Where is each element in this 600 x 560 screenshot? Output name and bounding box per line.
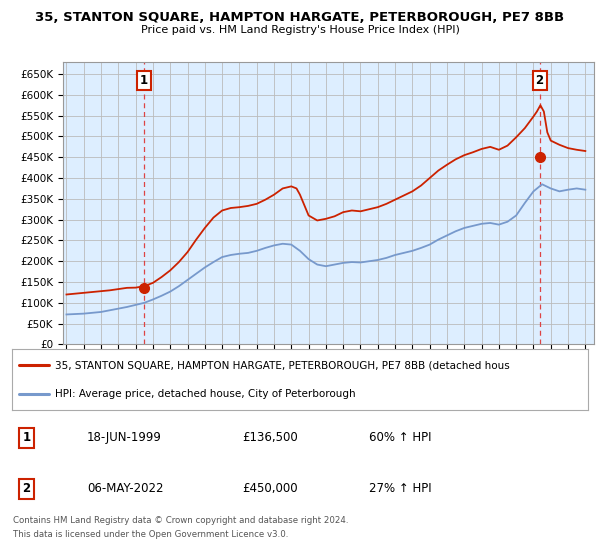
Text: 1: 1 <box>22 431 31 445</box>
Text: 2: 2 <box>22 482 31 496</box>
Text: HPI: Average price, detached house, City of Peterborough: HPI: Average price, detached house, City… <box>55 389 356 399</box>
Text: 06-MAY-2022: 06-MAY-2022 <box>87 482 163 496</box>
Text: 1: 1 <box>140 74 148 87</box>
Text: 60% ↑ HPI: 60% ↑ HPI <box>369 431 431 445</box>
Text: Contains HM Land Registry data © Crown copyright and database right 2024.: Contains HM Land Registry data © Crown c… <box>13 516 349 525</box>
Text: 2: 2 <box>535 74 544 87</box>
Text: £450,000: £450,000 <box>242 482 298 496</box>
Text: 35, STANTON SQUARE, HAMPTON HARGATE, PETERBOROUGH, PE7 8BB: 35, STANTON SQUARE, HAMPTON HARGATE, PET… <box>35 11 565 24</box>
Text: 18-JUN-1999: 18-JUN-1999 <box>87 431 162 445</box>
Text: This data is licensed under the Open Government Licence v3.0.: This data is licensed under the Open Gov… <box>13 530 289 539</box>
Text: 35, STANTON SQUARE, HAMPTON HARGATE, PETERBOROUGH, PE7 8BB (detached hous: 35, STANTON SQUARE, HAMPTON HARGATE, PET… <box>55 360 510 370</box>
Text: 27% ↑ HPI: 27% ↑ HPI <box>369 482 432 496</box>
Text: £136,500: £136,500 <box>242 431 298 445</box>
Text: Price paid vs. HM Land Registry's House Price Index (HPI): Price paid vs. HM Land Registry's House … <box>140 25 460 35</box>
